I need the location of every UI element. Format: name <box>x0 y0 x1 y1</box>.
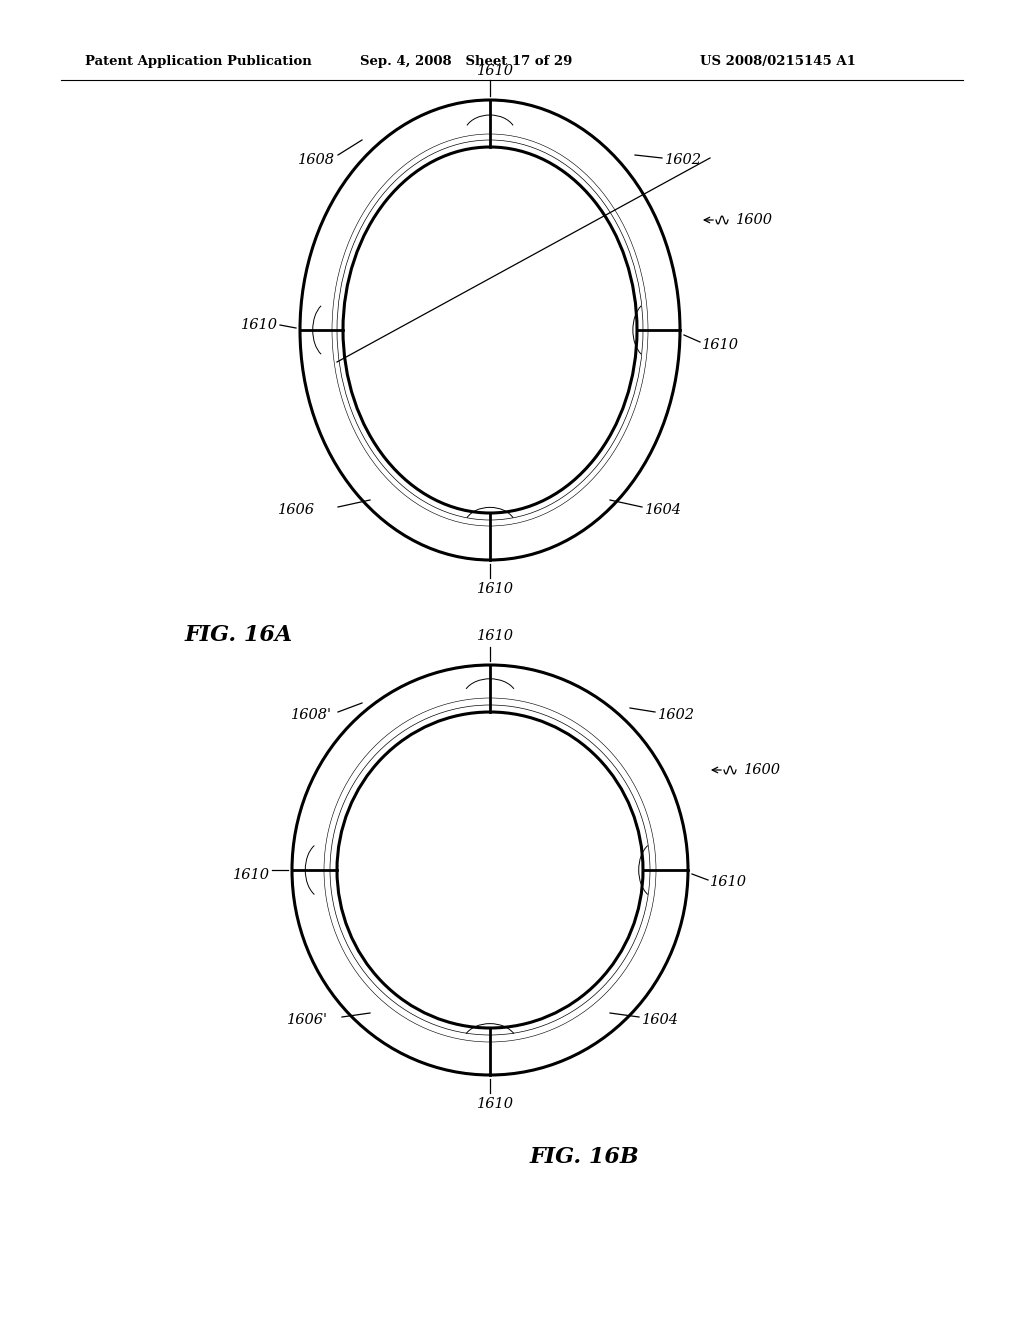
Text: 1610: 1610 <box>710 875 746 888</box>
Text: 1602: 1602 <box>658 708 695 722</box>
Text: 1608': 1608' <box>291 708 332 722</box>
Text: Sep. 4, 2008   Sheet 17 of 29: Sep. 4, 2008 Sheet 17 of 29 <box>360 55 572 69</box>
Text: 1600: 1600 <box>736 213 773 227</box>
Text: 1606': 1606' <box>287 1012 328 1027</box>
Text: 1610: 1610 <box>476 1097 513 1111</box>
Text: US 2008/0215145 A1: US 2008/0215145 A1 <box>700 55 856 69</box>
Text: 1606: 1606 <box>278 503 315 517</box>
Text: FIG. 16B: FIG. 16B <box>530 1146 640 1168</box>
Text: 1602: 1602 <box>665 153 702 168</box>
Text: 1604: 1604 <box>642 1012 679 1027</box>
Text: Patent Application Publication: Patent Application Publication <box>85 55 311 69</box>
Text: 1610: 1610 <box>476 582 513 597</box>
Text: FIG. 16A: FIG. 16A <box>185 624 293 645</box>
Text: 1604: 1604 <box>645 503 682 517</box>
Text: 1608: 1608 <box>298 153 335 168</box>
Text: 1610: 1610 <box>233 869 270 882</box>
Text: 1610: 1610 <box>476 63 513 78</box>
Text: 1600: 1600 <box>744 763 781 777</box>
Text: 1610: 1610 <box>241 318 278 333</box>
Text: 1610: 1610 <box>702 338 739 352</box>
Text: 1610: 1610 <box>476 630 513 643</box>
